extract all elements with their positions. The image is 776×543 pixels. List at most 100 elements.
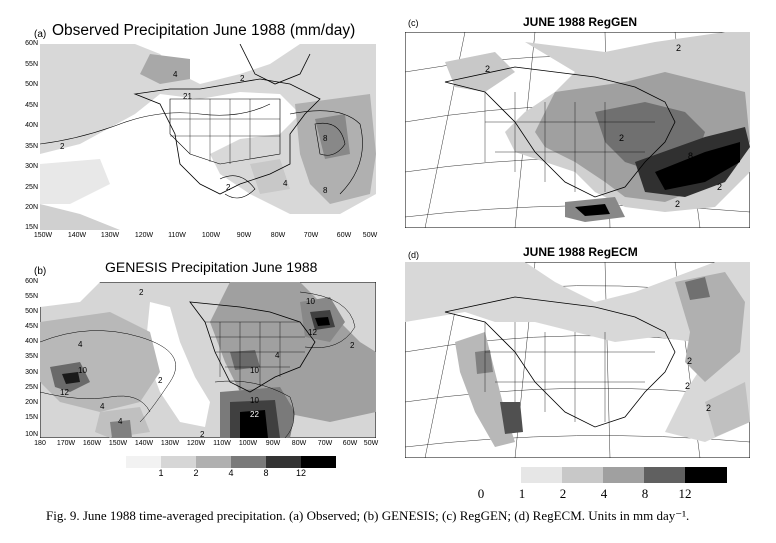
x-tick-label: 80W bbox=[291, 440, 307, 447]
contour-label: 10 bbox=[306, 297, 315, 306]
x-tick-label: 70W bbox=[303, 232, 319, 239]
panel-a-label: (a) bbox=[34, 29, 47, 40]
contour-label: 2 bbox=[675, 199, 681, 209]
y-tick-label: 20N bbox=[25, 399, 38, 406]
panel-b-map bbox=[40, 282, 376, 438]
colorbar-small-label: 8 bbox=[263, 468, 269, 478]
contour-label: 12 bbox=[60, 388, 69, 397]
colorbar-large-label: 4 bbox=[600, 486, 608, 501]
y-tick-label: 45N bbox=[25, 102, 38, 109]
panel-b-label: (b) bbox=[34, 266, 47, 277]
x-tick-label: 180 bbox=[34, 440, 46, 447]
contour-label: 2 bbox=[676, 43, 682, 53]
contour-label: 12 bbox=[308, 328, 317, 337]
colorbar-small-label: 4 bbox=[228, 468, 234, 478]
contour-label: 4 bbox=[100, 402, 105, 411]
y-tick-label: 30N bbox=[25, 163, 38, 170]
contour-label: 8 bbox=[323, 186, 328, 195]
panel-d-label: (d) bbox=[408, 250, 419, 260]
x-tick-label: 110W bbox=[168, 232, 186, 239]
colorbar-small-label: 1 bbox=[158, 468, 164, 478]
panel-c-map bbox=[405, 32, 750, 228]
contour-label: 10 bbox=[250, 366, 259, 375]
x-tick-label: 80W bbox=[270, 232, 286, 239]
contour-label: 4 bbox=[275, 351, 280, 360]
y-tick-label: 20N bbox=[25, 204, 38, 211]
x-tick-label: 130W bbox=[160, 440, 180, 447]
colorbar-large-label: 1 bbox=[518, 486, 526, 501]
x-tick-label: 120W bbox=[134, 232, 154, 239]
x-tick-label: 100W bbox=[201, 232, 221, 239]
contour-label: 2 bbox=[717, 182, 723, 192]
colorbar-large-label: 8 bbox=[641, 486, 649, 501]
x-tick-label: 100W bbox=[238, 440, 258, 447]
y-tick-label: 10N bbox=[25, 431, 38, 438]
y-tick-label: 50N bbox=[25, 308, 38, 315]
y-tick-label: 60N bbox=[25, 40, 38, 47]
figure-caption: Fig. 9. June 1988 time-averaged precipit… bbox=[46, 508, 690, 523]
contour-label: 2 bbox=[226, 183, 231, 192]
colorbar-large-label: 2 bbox=[559, 486, 567, 501]
y-tick-label: 55N bbox=[25, 293, 38, 300]
contour-label: 2 bbox=[200, 430, 205, 439]
panel-a-map bbox=[40, 44, 376, 230]
x-tick-label: 60W bbox=[342, 440, 358, 447]
contour-label: 21 bbox=[183, 92, 192, 101]
x-tick-label: 130W bbox=[100, 232, 120, 239]
y-tick-label: 60N bbox=[25, 278, 38, 285]
contour-label: 8 bbox=[688, 151, 694, 161]
contour-label: 2 bbox=[240, 74, 245, 83]
panel-d-title: JUNE 1988 RegECM bbox=[523, 245, 638, 259]
x-tick-label: 110W bbox=[213, 440, 231, 447]
x-tick-label: 170W bbox=[56, 440, 76, 447]
contour-label: 2 bbox=[139, 288, 144, 297]
contour-label: 10 bbox=[250, 396, 259, 405]
y-tick-label: 15N bbox=[25, 414, 38, 421]
x-tick-label: 150W bbox=[33, 232, 53, 239]
contour-label: 8 bbox=[323, 134, 328, 143]
x-tick-label: 160W bbox=[82, 440, 102, 447]
contour-label: 2 bbox=[687, 356, 693, 366]
panel-d-map bbox=[405, 262, 750, 458]
x-tick-label: 150W bbox=[108, 440, 128, 447]
x-tick-label: 70W bbox=[317, 440, 333, 447]
contour-label: 2 bbox=[706, 403, 712, 413]
y-tick-label: 40N bbox=[25, 122, 38, 129]
contour-label: 4 bbox=[283, 179, 288, 188]
colorbar-large-label: 12 bbox=[678, 486, 692, 501]
x-tick-label: 90W bbox=[236, 232, 252, 239]
y-tick-label: 35N bbox=[25, 353, 38, 360]
contour-label: 4 bbox=[118, 417, 123, 426]
y-tick-label: 50N bbox=[25, 81, 38, 88]
x-tick-label: 60W bbox=[336, 232, 352, 239]
contour-label: 2 bbox=[60, 142, 65, 151]
contour-label: 10 bbox=[78, 366, 87, 375]
contour-label: 2 bbox=[685, 381, 691, 391]
y-tick-label: 15N bbox=[25, 224, 38, 231]
y-tick-label: 45N bbox=[25, 323, 38, 330]
panel-a-title: Observed Precipitation June 1988 (mm/day… bbox=[52, 22, 356, 39]
contour-label: 2 bbox=[158, 376, 163, 385]
contour-label: 4 bbox=[173, 70, 178, 79]
x-tick-label: 90W bbox=[265, 440, 281, 447]
y-tick-label: 30N bbox=[25, 369, 38, 376]
panel-c-label: (c) bbox=[408, 18, 419, 28]
x-tick-label: 140W bbox=[134, 440, 154, 447]
colorbar-small-label: 12 bbox=[295, 468, 306, 478]
contour-label: 22 bbox=[250, 410, 259, 419]
y-tick-label: 40N bbox=[25, 338, 38, 345]
contour-label: 4 bbox=[78, 340, 83, 349]
contour-label: 2 bbox=[350, 341, 355, 350]
x-tick-label: 50W bbox=[362, 232, 378, 239]
y-tick-label: 25N bbox=[25, 184, 38, 191]
y-tick-label: 25N bbox=[25, 384, 38, 391]
colorbar-small bbox=[126, 456, 336, 468]
y-tick-label: 55N bbox=[25, 61, 38, 68]
panel-b-title: GENESIS Precipitation June 1988 bbox=[105, 259, 318, 275]
contour-label: 2 bbox=[619, 133, 625, 143]
colorbar-small-label: 2 bbox=[193, 468, 199, 478]
contour-label: 2 bbox=[485, 64, 491, 74]
panel-c-title: JUNE 1988 RegGEN bbox=[523, 15, 638, 29]
colorbar-large-label: 0 bbox=[477, 486, 485, 501]
x-tick-label: 50W bbox=[363, 440, 379, 447]
